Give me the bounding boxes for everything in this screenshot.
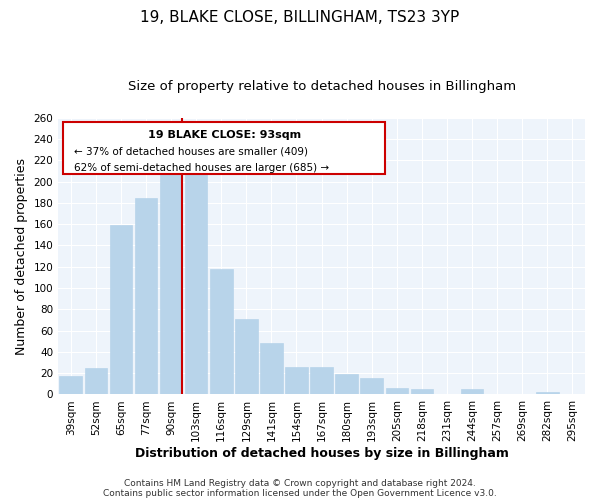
Text: 62% of semi-detached houses are larger (685) →: 62% of semi-detached houses are larger (… — [74, 164, 329, 173]
Bar — [110, 226, 132, 394]
Text: Contains public sector information licensed under the Open Government Licence v3: Contains public sector information licen… — [103, 488, 497, 498]
Bar — [134, 198, 157, 394]
FancyBboxPatch shape — [64, 122, 385, 174]
Title: Size of property relative to detached houses in Billingham: Size of property relative to detached ho… — [128, 80, 515, 93]
Bar — [260, 344, 283, 394]
Bar — [160, 171, 182, 394]
Bar — [410, 389, 433, 394]
Text: Contains HM Land Registry data © Crown copyright and database right 2024.: Contains HM Land Registry data © Crown c… — [124, 478, 476, 488]
Y-axis label: Number of detached properties: Number of detached properties — [15, 158, 28, 354]
Text: 19 BLAKE CLOSE: 93sqm: 19 BLAKE CLOSE: 93sqm — [148, 130, 301, 140]
Bar — [310, 367, 333, 394]
Bar — [461, 389, 484, 394]
Bar — [335, 374, 358, 394]
X-axis label: Distribution of detached houses by size in Billingham: Distribution of detached houses by size … — [134, 447, 509, 460]
Bar — [386, 388, 408, 394]
Bar — [59, 376, 82, 394]
Bar — [361, 378, 383, 394]
Text: ← 37% of detached houses are smaller (409): ← 37% of detached houses are smaller (40… — [74, 147, 308, 157]
Text: 19, BLAKE CLOSE, BILLINGHAM, TS23 3YP: 19, BLAKE CLOSE, BILLINGHAM, TS23 3YP — [140, 10, 460, 25]
Bar — [285, 367, 308, 394]
Bar — [235, 319, 257, 394]
Bar — [185, 166, 208, 394]
Bar — [536, 392, 559, 394]
Bar — [210, 269, 233, 394]
Bar — [85, 368, 107, 394]
